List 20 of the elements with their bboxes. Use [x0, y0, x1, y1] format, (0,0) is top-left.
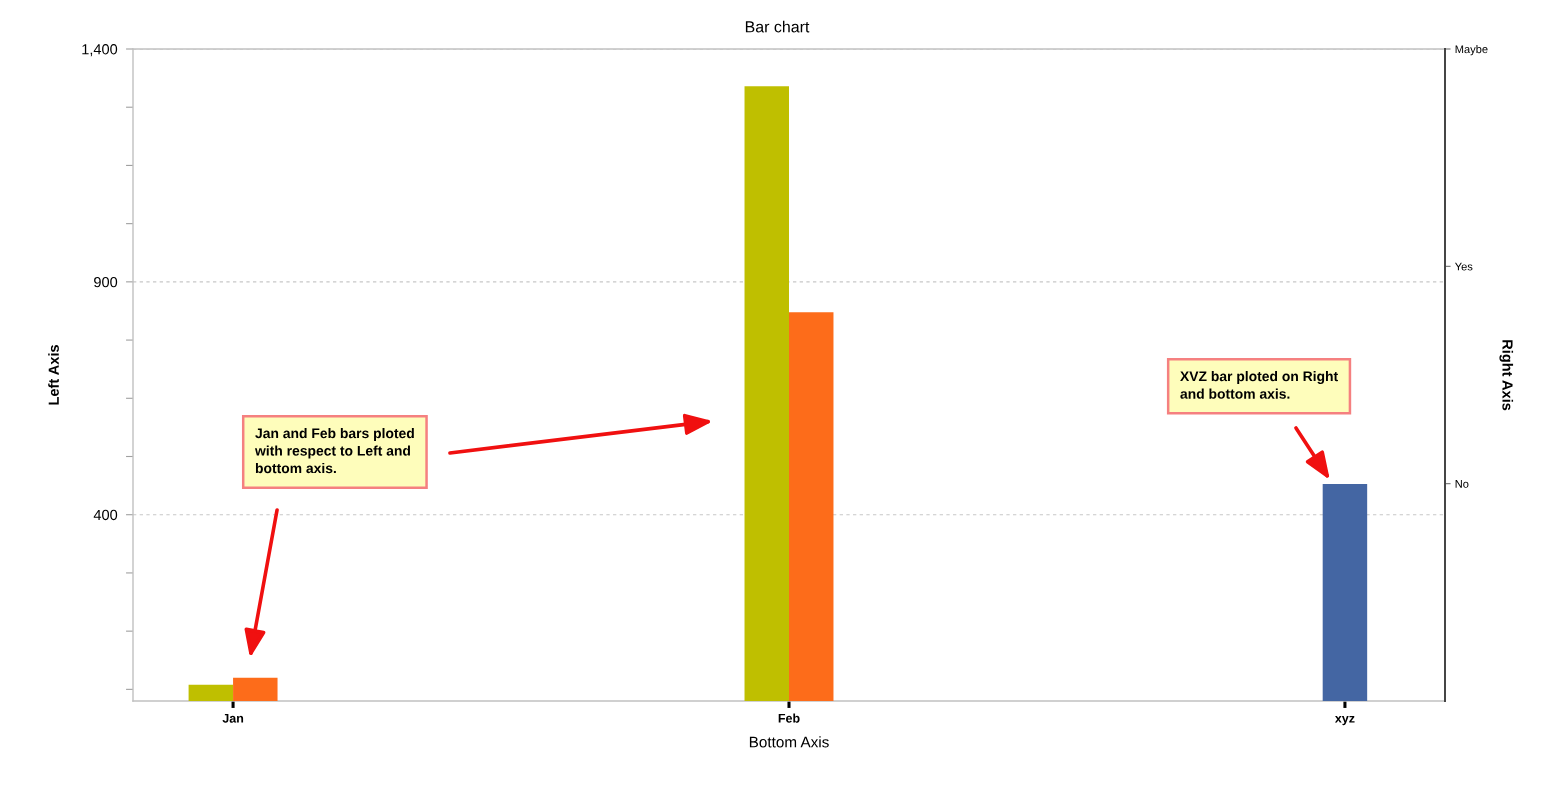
y-tick-label: 400: [93, 509, 118, 521]
y-axis-title: Left Axis: [48, 345, 59, 405]
bar: [1322, 483, 1368, 701]
y-tick-label: 1,400: [82, 44, 118, 57]
category-label: Yes: [1454, 262, 1473, 271]
y2-axis-title: Right Axis: [1499, 340, 1514, 411]
x-tick-label: Jan: [222, 713, 244, 723]
annotation: Jan and Feb bars ploted with respect to Left and bottom axis.: [254, 428, 414, 474]
category-label: No: [1455, 480, 1469, 488]
y-tick-label: 900: [94, 276, 118, 288]
annotation: XVZ bar ploted on Right and bottom axis.: [1180, 371, 1338, 399]
category-label: Maybe: [1455, 44, 1488, 56]
x-axis-title: Bottom Axis: [749, 736, 829, 748]
x-tick-label: xyz: [1334, 715, 1355, 726]
chart-title: Bar chart: [745, 20, 810, 33]
x-tick-label: Feb: [778, 713, 800, 723]
bar: [233, 677, 278, 701]
bar: [188, 684, 234, 701]
bar: [744, 86, 789, 701]
bar: [789, 312, 834, 701]
